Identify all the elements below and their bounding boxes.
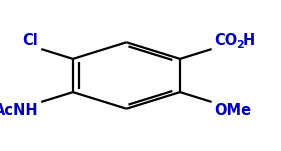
Text: CO: CO [214, 33, 238, 48]
Text: H: H [243, 33, 255, 48]
Text: AcNH: AcNH [0, 103, 38, 118]
Text: OMe: OMe [214, 103, 251, 118]
Text: 2: 2 [236, 40, 244, 50]
Text: Cl: Cl [23, 33, 38, 48]
